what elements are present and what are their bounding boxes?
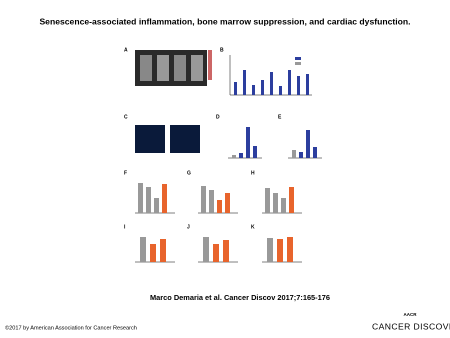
mouse-image: [140, 55, 152, 81]
copyright: ©2017 by American Association for Cancer…: [5, 324, 137, 331]
panel-letter: K: [251, 224, 255, 230]
bar-charts-fgh: [135, 183, 302, 214]
panel-letter: A: [124, 47, 128, 53]
mouse-image: [157, 55, 169, 81]
color-scale: [208, 50, 212, 80]
panel-letter: I: [124, 224, 126, 230]
micrograph: [170, 125, 200, 153]
micrograph: [135, 125, 165, 153]
bar-chart-b: [229, 55, 312, 96]
bar-chart-e: [288, 130, 322, 159]
panel-letter: J: [187, 224, 190, 230]
bar-chart-d: [228, 127, 262, 159]
panel-letter: E: [278, 114, 282, 120]
panel-letter: C: [124, 114, 128, 120]
figure: A B C D E F G H I J K: [124, 47, 322, 263]
mouse-image: [191, 55, 203, 81]
panel-letter: G: [187, 170, 191, 176]
panel-letter: D: [216, 114, 220, 120]
panel-letter: B: [220, 47, 224, 53]
bar-charts-ijk: [135, 237, 302, 263]
publisher-mark: AACR: [404, 312, 418, 317]
journal-name: CANCER DISCOVERY: [372, 321, 450, 331]
citation: Marco Demaria et al. Cancer Discov 2017;…: [150, 293, 330, 302]
mouse-image: [174, 55, 186, 81]
panel-letter: F: [124, 170, 127, 176]
panel-letter: H: [251, 170, 255, 176]
slide-title: Senescence-associated inflammation, bone…: [39, 16, 410, 26]
